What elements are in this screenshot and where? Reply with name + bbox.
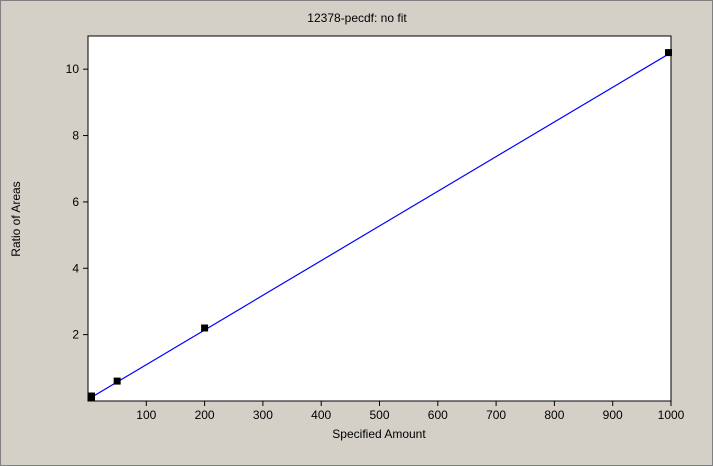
x-tick-label: 700 xyxy=(486,408,506,422)
x-tick-label: 300 xyxy=(253,408,273,422)
data-point xyxy=(665,49,672,57)
data-point xyxy=(201,324,209,332)
y-tick-label: 8 xyxy=(72,129,79,143)
y-axis-label: Ratio of Areas xyxy=(9,181,23,256)
data-point xyxy=(113,377,121,385)
y-tick-label: 2 xyxy=(72,328,79,342)
y-tick-label: 10 xyxy=(66,62,80,76)
x-tick-label: 200 xyxy=(195,408,215,422)
x-tick-label: 100 xyxy=(136,408,156,422)
y-tick-label: 4 xyxy=(72,261,79,275)
x-tick-label: 800 xyxy=(544,408,564,422)
y-tick-label: 6 xyxy=(72,195,79,209)
data-point xyxy=(88,392,95,400)
x-axis-label: Specified Amount xyxy=(332,427,426,441)
x-tick-label: 1000 xyxy=(658,408,685,422)
x-axis: 100 200 300 400 500 600 700 800 900 1000 xyxy=(136,401,685,422)
chart-title: 12378-pecdf: no fit xyxy=(307,11,407,25)
x-tick-label: 600 xyxy=(428,408,448,422)
x-tick-label: 500 xyxy=(369,408,389,422)
fit-line xyxy=(87,52,672,400)
x-tick-label: 400 xyxy=(311,408,331,422)
plot-area xyxy=(87,35,672,402)
x-tick-label: 900 xyxy=(603,408,623,422)
data-series xyxy=(87,49,672,401)
y-axis: 2 4 6 8 10 xyxy=(66,62,88,342)
